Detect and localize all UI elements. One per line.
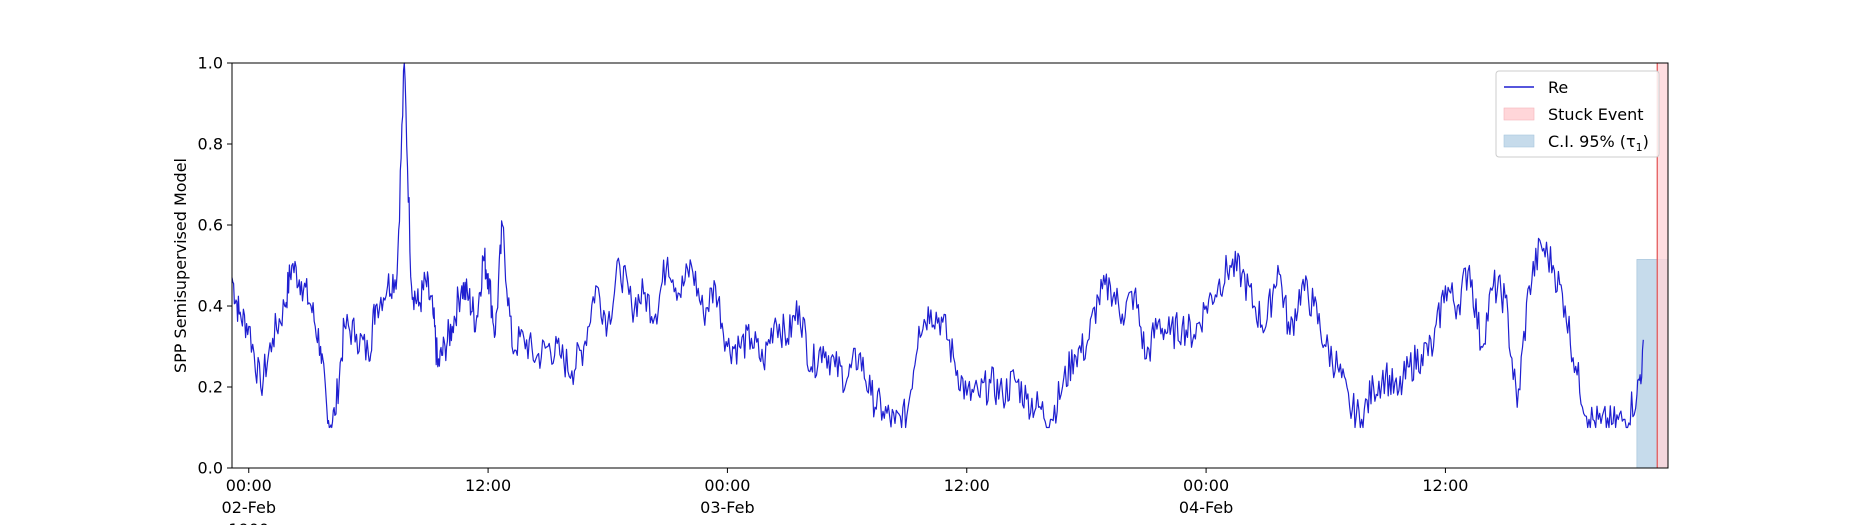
y-ticks: 0.0 0.2 0.4 0.6 0.8 1.0 xyxy=(198,54,232,478)
y-tick-label: 0.4 xyxy=(198,297,223,316)
stuck-event-band xyxy=(1657,63,1668,468)
legend: Re Stuck Event C.I. 95% (τ1) xyxy=(1495,70,1660,158)
legend-label-text: Stuck Event xyxy=(1548,105,1644,124)
legend-label-text: C.I. 95% (τ xyxy=(1548,132,1636,151)
legend-label: Stuck Event xyxy=(1548,105,1644,124)
legend-swatch-patch xyxy=(1503,107,1535,121)
y-tick-label: 0.6 xyxy=(198,216,223,235)
axes-frame xyxy=(231,62,1669,469)
x-tick-label: 12:00 xyxy=(944,476,990,495)
y-tick-label: 0.8 xyxy=(198,135,223,154)
legend-label: Re xyxy=(1548,78,1568,97)
y-tick-label: 0.0 xyxy=(198,459,223,478)
x-tick-label: 00:00 xyxy=(226,476,272,495)
legend-label-suffix: ) xyxy=(1643,132,1649,151)
legend-label-text: Re xyxy=(1548,78,1568,97)
legend-label-subscript: 1 xyxy=(1636,141,1643,154)
x-tick-label: 12:00 xyxy=(1422,476,1468,495)
x-tick-label: 00:00 xyxy=(704,476,750,495)
y-tick-label: 0.2 xyxy=(198,378,223,397)
x-tick-date: 04-Feb xyxy=(1179,498,1233,517)
x-tick-date: 03-Feb xyxy=(700,498,754,517)
x-tick-label: 12:00 xyxy=(465,476,511,495)
y-tick-label: 1.0 xyxy=(198,54,223,73)
series-line-layer xyxy=(231,62,1644,429)
x-tick-year: 1900 xyxy=(228,520,269,525)
axes xyxy=(231,62,1669,469)
x-ticks: 00:00 02-Feb 1900 12:00 00:00 03-Feb 12:00 00:0… xyxy=(222,468,1468,525)
legend-label: C.I. 95% (τ1) xyxy=(1548,132,1649,154)
series-line-re xyxy=(231,62,1644,429)
x-tick-label: 00:00 xyxy=(1183,476,1229,495)
legend-box xyxy=(1495,70,1660,158)
x-tick-date: 02-Feb xyxy=(222,498,276,517)
legend-swatch-patch xyxy=(1503,134,1535,148)
y-axis-label: SPP Semisupervised Model xyxy=(171,158,190,373)
